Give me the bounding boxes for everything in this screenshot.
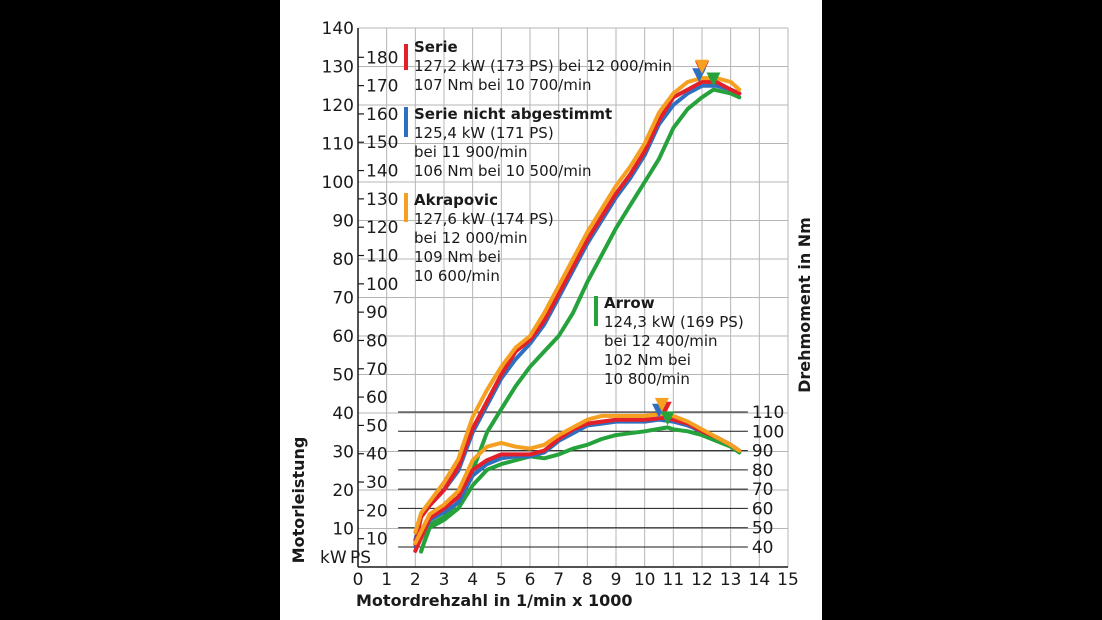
ps-tick-label: 180 (366, 48, 398, 68)
ps-unit-label: PS (350, 548, 371, 568)
legend-title-akrapovic: Akrapovic (414, 191, 498, 209)
ps-tick-label: 50 (366, 416, 388, 436)
kw-tick-label: 70 (332, 289, 354, 309)
nm-tick-label: 110 (752, 403, 784, 423)
x-tick-label: 6 (525, 570, 536, 590)
legend-text-akrapovic: 10 600/min (414, 267, 500, 285)
x-tick-label: 12 (691, 570, 713, 590)
legend-text-arrow: bei 12 400/min (604, 332, 718, 350)
ps-tick-label: 40 (366, 445, 388, 465)
y-axis-title-left: Motorleistung (289, 437, 308, 564)
ps-tick-label: 160 (366, 105, 398, 125)
legend-text-akrapovic: 127,6 kW (174 PS) (414, 210, 554, 228)
x-tick-label: 0 (353, 570, 364, 590)
legend-text-nicht: 125,4 kW (171 PS) (414, 124, 554, 142)
ps-tick-label: 170 (366, 77, 398, 97)
peak-marker-akrapovic (654, 397, 669, 412)
x-tick-label: 1 (381, 570, 392, 590)
legend-text-arrow: 10 800/min (604, 370, 690, 388)
kw-tick-label: 10 (332, 520, 354, 540)
kw-unit-label: kW (320, 548, 347, 568)
x-tick-label: 7 (553, 570, 564, 590)
legend-text-nicht: 106 Nm bei 10 500/min (414, 162, 592, 180)
x-tick-label: 3 (439, 570, 450, 590)
peak-marker-arrow (660, 411, 675, 426)
x-tick-label: 11 (663, 570, 685, 590)
ps-tick-label: 30 (366, 473, 388, 493)
ps-tick-label: 80 (366, 331, 388, 351)
legend-text-nicht: bei 11 900/min (414, 143, 528, 161)
nm-tick-label: 60 (752, 499, 774, 519)
kw-tick-label: 130 (322, 58, 354, 78)
nm-tick-label: 100 (752, 422, 784, 442)
peak-marker-arrow (706, 72, 721, 87)
peak-marker-akrapovic (695, 59, 709, 74)
x-axis-title: Motordrehzahl in 1/min x 1000 (356, 591, 633, 610)
nm-tick-label: 90 (752, 442, 774, 462)
nm-tick-label: 70 (752, 480, 774, 500)
legend-title-serie: Serie (414, 38, 458, 56)
ps-tick-label: 90 (366, 303, 388, 323)
chart-panel: 0 1 2 3 4 5 6 7 8 9 10 11 12 13 14 15 10 20 30 40 50 60 70 80 90… (280, 0, 822, 620)
legend-text-akrapovic: bei 12 000/min (414, 229, 528, 247)
kw-tick-label: 50 (332, 366, 354, 386)
ps-tick-label: 120 (366, 218, 398, 238)
kw-tick-label: 60 (332, 327, 354, 347)
kw-tick-label: 90 (332, 212, 354, 232)
x-tick-label: 14 (749, 570, 771, 590)
x-tick-label: 2 (410, 570, 421, 590)
x-tick-label: 13 (720, 570, 742, 590)
ps-tick-label: 110 (366, 247, 398, 267)
legend-text-arrow: 124,3 kW (169 PS) (604, 313, 744, 331)
nm-tick-label: 80 (752, 461, 774, 481)
legend-text-arrow: 102 Nm bei (604, 351, 691, 369)
y-axis-title-right: Drehmoment in Nm (795, 217, 814, 393)
kw-tick-label: 40 (332, 404, 354, 424)
curve-akrapovic-power (413, 76, 742, 535)
x-tick-label: 4 (467, 570, 478, 590)
x-tick-label: 15 (777, 570, 799, 590)
ps-tick-label: 140 (366, 162, 398, 182)
nm-tick-label: 40 (752, 538, 774, 558)
ps-tick-label: 70 (366, 360, 388, 380)
x-tick-label: 9 (611, 570, 622, 590)
legend-text-serie: 107 Nm bei 10 700/min (414, 76, 592, 94)
nm-tick-label: 50 (752, 519, 774, 539)
kw-tick-label: 80 (332, 250, 354, 270)
curve-akrapovic-torque (413, 411, 742, 546)
ps-tick-label: 60 (366, 388, 388, 408)
kw-tick-label: 30 (332, 443, 354, 463)
curve-serie-power (413, 79, 742, 546)
x-tick-label: 8 (582, 570, 593, 590)
legend-text-serie: 127,2 kW (173 PS) bei 12 000/min (414, 57, 672, 75)
ps-tick-label: 130 (366, 190, 398, 210)
kw-tick-label: 140 (322, 19, 354, 39)
dyno-chart: 0 1 2 3 4 5 6 7 8 9 10 11 12 13 14 15102030405060708090… (289, 19, 814, 610)
kw-tick-label: 100 (322, 173, 354, 193)
kw-tick-label: 110 (322, 135, 354, 155)
legend-text-akrapovic: 109 Nm bei (414, 248, 501, 266)
ps-tick-label: 20 (366, 501, 388, 521)
curve-arrow-torque (419, 425, 742, 553)
ps-tick-label: 10 (366, 530, 388, 550)
kw-tick-label: 120 (322, 96, 354, 116)
ps-tick-label: 100 (366, 275, 398, 295)
legend-title-nicht: Serie nicht abgestimmt (414, 105, 612, 123)
legend-title-arrow: Arrow (604, 294, 655, 312)
ps-tick-label: 150 (366, 133, 398, 153)
x-tick-label: 10 (634, 570, 656, 590)
x-tick-label: 5 (496, 570, 507, 590)
kw-tick-label: 20 (332, 481, 354, 501)
